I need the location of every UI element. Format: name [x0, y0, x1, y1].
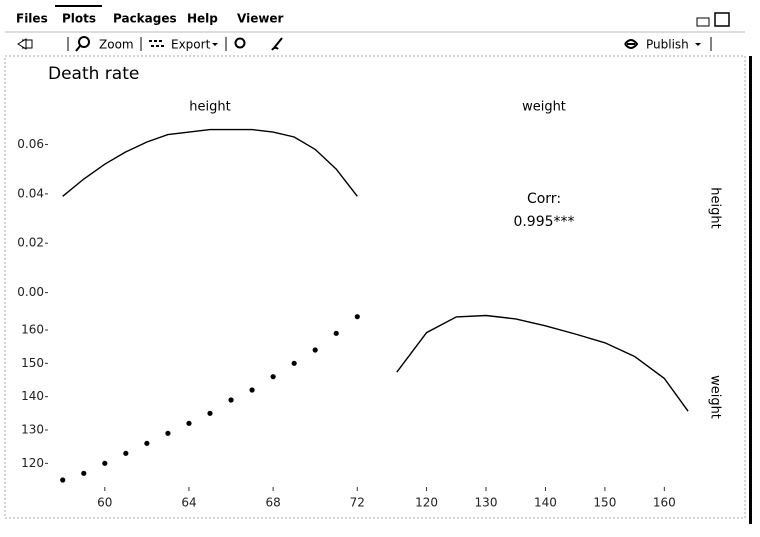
- y-tick-label: 150: [21, 356, 44, 370]
- x-tick-label: 160: [653, 496, 676, 510]
- y-tick-label: 0.06: [17, 137, 44, 151]
- x-tick-label: 150: [593, 496, 616, 510]
- clear-all-icon[interactable]: [271, 37, 283, 51]
- x-tick-label: 140: [534, 496, 557, 510]
- x-tick-label: 64: [181, 496, 196, 510]
- strip-label: weight: [522, 100, 566, 115]
- corr-value: 0.995***: [513, 214, 574, 230]
- scatter-point: [60, 477, 66, 483]
- scatter-point: [228, 397, 234, 403]
- scatter-point: [354, 314, 360, 320]
- y-tick-label: 140: [21, 389, 44, 403]
- x-tick-label: 120: [415, 496, 438, 510]
- x-tick-label: 130: [475, 496, 498, 510]
- y-tick-label: 130: [21, 423, 44, 437]
- scatter-point: [333, 330, 339, 336]
- density-line: [396, 314, 689, 412]
- tab[interactable]: Files: [16, 12, 48, 26]
- tab[interactable]: Viewer: [237, 12, 284, 26]
- dropdown-arrow: [695, 43, 701, 46]
- scatter-point: [270, 374, 276, 380]
- scatter-point: [291, 360, 297, 366]
- zoom-icon[interactable]: [78, 36, 90, 48]
- y-tick-label: 0.04: [17, 186, 44, 200]
- chart-title: Death rate: [48, 64, 139, 84]
- strip-label: height: [189, 100, 230, 115]
- tab-bar: [0, 0, 745, 30]
- scatter-point: [81, 470, 87, 476]
- x-tick-label: 68: [265, 496, 280, 510]
- plot-area-border: [4, 55, 746, 519]
- zoom-button[interactable]: Zoom: [99, 38, 134, 52]
- scatter-point: [144, 440, 150, 446]
- scatter-point: [123, 450, 129, 456]
- corr-label: Corr:: [527, 191, 561, 207]
- y-tick-label: 120: [21, 456, 44, 470]
- export-icon[interactable]: [149, 40, 165, 47]
- y-tick-label: 0.02: [17, 236, 44, 250]
- scatter-point: [312, 347, 318, 353]
- density-line: [62, 128, 358, 197]
- scatter-point: [165, 430, 171, 436]
- x-tick-label: 72: [350, 496, 365, 510]
- tab[interactable]: Packages: [113, 12, 177, 26]
- export-button[interactable]: Export: [171, 38, 211, 52]
- strip-label: weight: [708, 375, 723, 419]
- scatter-point: [186, 420, 192, 426]
- back-arrow-icon[interactable]: [17, 38, 33, 50]
- remove-plot-icon[interactable]: [234, 37, 246, 49]
- y-tick-label: 160: [21, 323, 44, 337]
- x-tick-label: 60: [97, 496, 112, 510]
- scatter-point: [207, 410, 213, 416]
- scatter-point: [249, 387, 255, 393]
- tab[interactable]: Plots: [62, 12, 96, 26]
- zoom-icon-handle: [75, 45, 81, 52]
- minimize-button[interactable]: [696, 17, 710, 27]
- scatter-point: [102, 460, 108, 466]
- y-tick-label: 0.00: [17, 285, 44, 299]
- dropdown-arrow: [212, 43, 218, 46]
- publish-icon[interactable]: [624, 39, 639, 49]
- strip-label: height: [708, 187, 723, 228]
- tab[interactable]: Help: [187, 12, 218, 26]
- scrollbar: [749, 56, 752, 524]
- publish-button[interactable]: Publish: [646, 38, 689, 52]
- maximize-button[interactable]: [714, 12, 730, 27]
